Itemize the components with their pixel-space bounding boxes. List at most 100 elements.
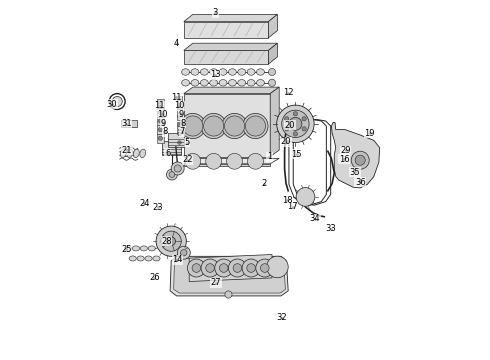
Text: 22: 22 bbox=[182, 156, 193, 164]
Text: 14: 14 bbox=[172, 256, 183, 264]
Circle shape bbox=[293, 132, 297, 136]
Circle shape bbox=[227, 153, 243, 169]
Text: 30: 30 bbox=[106, 100, 117, 109]
Circle shape bbox=[225, 291, 232, 298]
Text: 24: 24 bbox=[139, 199, 149, 207]
Polygon shape bbox=[176, 104, 182, 112]
Polygon shape bbox=[176, 130, 182, 138]
Circle shape bbox=[269, 68, 275, 76]
Ellipse shape bbox=[247, 80, 255, 86]
Polygon shape bbox=[184, 87, 279, 94]
Circle shape bbox=[180, 249, 187, 256]
Polygon shape bbox=[157, 108, 164, 117]
Text: 8: 8 bbox=[180, 119, 186, 128]
Text: 9: 9 bbox=[161, 119, 166, 128]
Circle shape bbox=[222, 113, 247, 139]
Ellipse shape bbox=[148, 246, 155, 251]
Text: 12: 12 bbox=[283, 89, 294, 98]
Circle shape bbox=[224, 116, 245, 136]
Circle shape bbox=[256, 259, 274, 277]
Circle shape bbox=[242, 259, 260, 277]
Circle shape bbox=[167, 169, 177, 180]
Text: 8: 8 bbox=[162, 127, 168, 136]
Ellipse shape bbox=[121, 149, 126, 158]
Ellipse shape bbox=[137, 256, 144, 261]
Text: 15: 15 bbox=[292, 150, 302, 159]
Circle shape bbox=[185, 153, 201, 169]
Circle shape bbox=[178, 141, 181, 144]
Circle shape bbox=[158, 110, 163, 114]
Ellipse shape bbox=[140, 149, 146, 158]
Text: 29: 29 bbox=[341, 146, 351, 155]
Ellipse shape bbox=[247, 69, 255, 75]
Circle shape bbox=[293, 112, 297, 116]
Circle shape bbox=[302, 117, 306, 121]
Ellipse shape bbox=[191, 80, 199, 86]
Ellipse shape bbox=[182, 80, 190, 86]
Ellipse shape bbox=[182, 69, 190, 75]
Circle shape bbox=[243, 113, 268, 139]
Circle shape bbox=[206, 264, 215, 272]
Polygon shape bbox=[184, 158, 279, 164]
Ellipse shape bbox=[228, 80, 236, 86]
Circle shape bbox=[296, 188, 315, 206]
Circle shape bbox=[269, 79, 275, 86]
Text: 5: 5 bbox=[185, 138, 190, 147]
Text: 13: 13 bbox=[210, 71, 221, 80]
Circle shape bbox=[161, 231, 181, 251]
Text: 20: 20 bbox=[281, 138, 291, 147]
Ellipse shape bbox=[133, 149, 139, 158]
Ellipse shape bbox=[140, 246, 147, 251]
Circle shape bbox=[285, 127, 289, 131]
Circle shape bbox=[169, 172, 175, 177]
Polygon shape bbox=[176, 139, 182, 146]
Text: 18: 18 bbox=[282, 196, 293, 204]
Circle shape bbox=[220, 264, 228, 272]
Polygon shape bbox=[176, 113, 182, 120]
Text: 7: 7 bbox=[179, 127, 185, 136]
Circle shape bbox=[158, 127, 163, 132]
Text: 35: 35 bbox=[349, 168, 360, 177]
Polygon shape bbox=[168, 133, 184, 147]
Circle shape bbox=[261, 264, 269, 272]
Text: 6: 6 bbox=[165, 149, 171, 158]
Ellipse shape bbox=[127, 149, 133, 158]
Text: 25: 25 bbox=[121, 245, 131, 253]
Ellipse shape bbox=[129, 256, 136, 261]
Circle shape bbox=[156, 226, 186, 256]
Ellipse shape bbox=[257, 80, 265, 86]
Polygon shape bbox=[184, 50, 269, 64]
Text: 28: 28 bbox=[161, 237, 172, 246]
Circle shape bbox=[351, 151, 369, 169]
Circle shape bbox=[187, 259, 205, 277]
Circle shape bbox=[201, 259, 219, 277]
Polygon shape bbox=[174, 258, 285, 293]
Ellipse shape bbox=[132, 246, 140, 251]
Ellipse shape bbox=[238, 69, 245, 75]
Ellipse shape bbox=[124, 246, 132, 251]
Circle shape bbox=[167, 237, 175, 246]
Text: 17: 17 bbox=[287, 202, 298, 211]
Circle shape bbox=[247, 153, 263, 169]
Polygon shape bbox=[176, 96, 182, 103]
Text: 21: 21 bbox=[122, 146, 132, 155]
Text: 23: 23 bbox=[152, 203, 163, 212]
Polygon shape bbox=[331, 122, 380, 188]
Polygon shape bbox=[189, 255, 272, 282]
Polygon shape bbox=[269, 43, 277, 64]
Circle shape bbox=[282, 110, 309, 138]
Text: 16: 16 bbox=[339, 155, 349, 163]
Polygon shape bbox=[157, 99, 164, 108]
Circle shape bbox=[233, 264, 242, 272]
Circle shape bbox=[201, 113, 226, 139]
Circle shape bbox=[355, 155, 365, 165]
Circle shape bbox=[247, 264, 255, 272]
Circle shape bbox=[277, 105, 314, 143]
Circle shape bbox=[158, 136, 163, 140]
Polygon shape bbox=[157, 134, 164, 143]
Circle shape bbox=[112, 96, 122, 107]
Circle shape bbox=[183, 116, 203, 136]
Ellipse shape bbox=[145, 256, 152, 261]
Text: 36: 36 bbox=[355, 178, 366, 187]
Text: 10: 10 bbox=[157, 110, 168, 119]
